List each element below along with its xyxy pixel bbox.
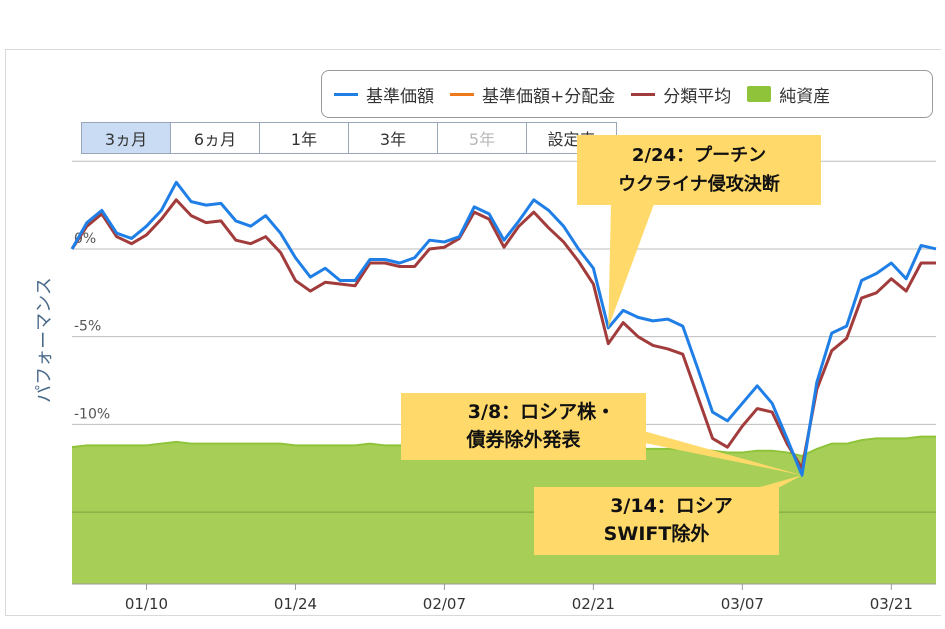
annotation-line: 債券除外発表 (466, 429, 581, 451)
x-tick-label: 02/07 (423, 595, 466, 613)
range-tab[interactable]: 3ヵ月 (82, 123, 171, 153)
legend-item[interactable]: 純資産 (747, 82, 830, 107)
annotation-line: SWIFT除外 (603, 523, 710, 545)
legend-item[interactable]: 分類平均 (631, 82, 731, 107)
annotation-line: ウクライナ侵攻決断 (618, 174, 780, 195)
y-tick-label: -5% (74, 319, 101, 335)
range-tab[interactable]: 3年 (349, 123, 438, 153)
range-tab: 5年 (438, 123, 527, 153)
x-tick-label: 02/21 (572, 595, 615, 613)
legend-label: 純資産 (779, 86, 831, 107)
x-tick-label: 01/10 (125, 595, 168, 613)
annotation-2-24: 2/24：プーチン ウクライナ侵攻決断 (577, 135, 821, 205)
chart-legend: 基準価額 基準価額+分配金 分類平均 純資産 (321, 70, 933, 118)
legend-label: 分類平均 (663, 86, 732, 107)
y-tick-label: -10% (74, 406, 110, 422)
annotation-3-8: 3/8：ロシア株・ 債券除外発表 (401, 393, 646, 460)
legend-label: 基準価額 (366, 86, 434, 107)
y-axis-title: パフォーマンス (34, 277, 55, 403)
legend-label: 基準価額+分配金 (482, 86, 616, 107)
annotation-line: 3/14：ロシア (610, 495, 733, 517)
annotation-pointer (760, 475, 802, 487)
legend-swatch (450, 92, 474, 96)
legend-swatch (747, 86, 772, 102)
range-tab[interactable]: 1年 (260, 123, 349, 153)
range-tab[interactable]: 6ヵ月 (171, 123, 260, 153)
annotation-3-14: 3/14：ロシア SWIFT除外 (534, 487, 779, 555)
legend-item[interactable]: 基準価額 (334, 82, 434, 107)
series-line-nav-price (70, 180, 937, 477)
range-tabs: 3ヵ月 6ヵ月 1年 3年 5年 設定来 (81, 122, 617, 154)
annotation-line: 3/8：ロシア株・ (467, 401, 616, 423)
x-tick-label: 03/07 (721, 595, 764, 613)
legend-swatch (631, 92, 656, 96)
legend-swatch (334, 92, 358, 96)
annotation-pointer (640, 430, 802, 476)
x-tick-label: 03/21 (870, 595, 913, 613)
annotation-pointer (608, 204, 654, 328)
legend-item[interactable]: 基準価額+分配金 (450, 82, 615, 107)
annotation-line: 2/24：プーチン (631, 145, 767, 166)
x-tick-label: 01/24 (274, 595, 317, 613)
